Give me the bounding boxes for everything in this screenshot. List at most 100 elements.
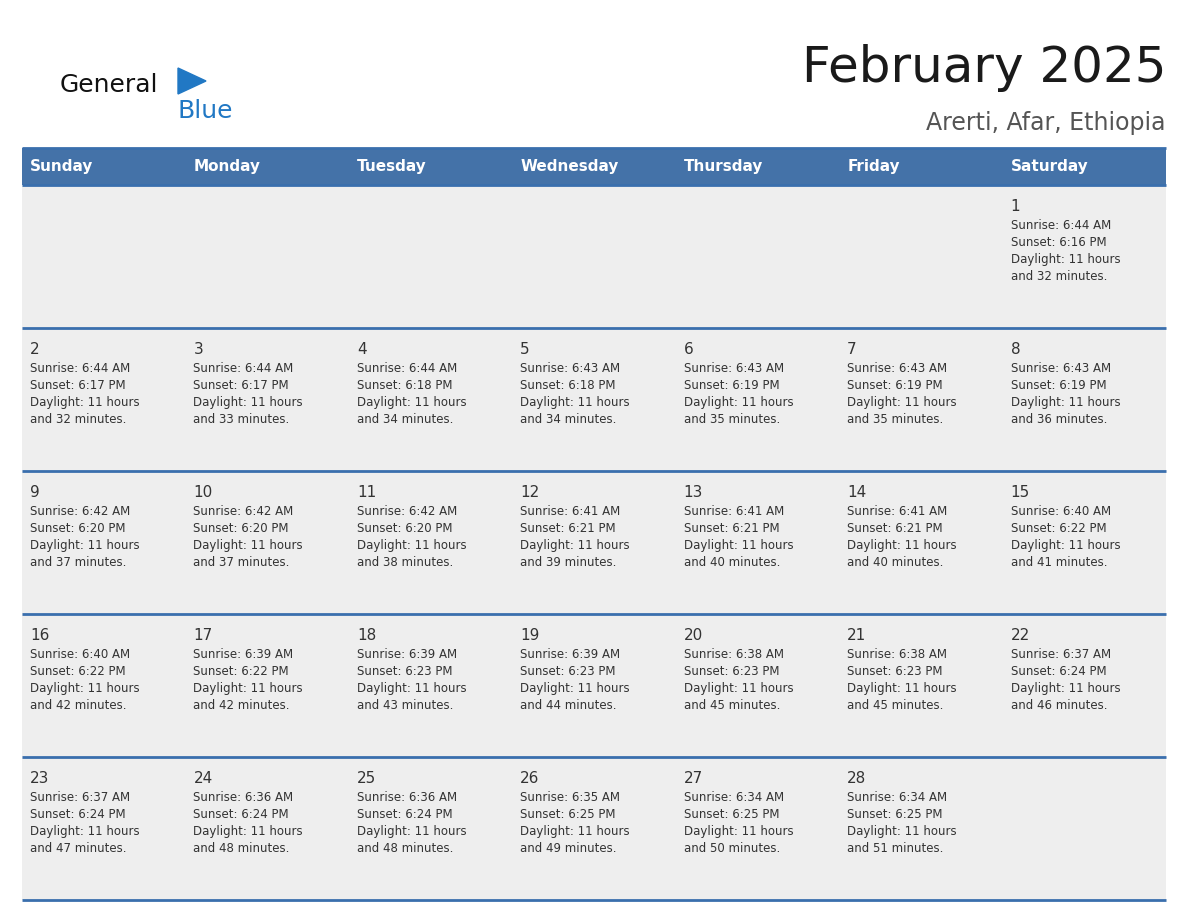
Text: 20: 20	[684, 628, 703, 643]
Text: Daylight: 11 hours: Daylight: 11 hours	[520, 825, 630, 838]
Text: 6: 6	[684, 342, 694, 357]
Text: and 32 minutes.: and 32 minutes.	[1011, 270, 1107, 283]
Text: Daylight: 11 hours: Daylight: 11 hours	[520, 682, 630, 695]
Bar	[23, 328, 1165, 471]
Bar	[676, 148, 839, 185]
Text: Daylight: 11 hours: Daylight: 11 hours	[1011, 539, 1120, 552]
Bar	[839, 148, 1003, 185]
Text: and 50 minutes.: and 50 minutes.	[684, 842, 781, 855]
Text: Sunset: 6:19 PM: Sunset: 6:19 PM	[847, 379, 943, 392]
Text: Sunrise: 6:43 AM: Sunrise: 6:43 AM	[847, 362, 947, 375]
Text: and 42 minutes.: and 42 minutes.	[30, 699, 126, 712]
Text: and 45 minutes.: and 45 minutes.	[847, 699, 943, 712]
Text: Daylight: 11 hours: Daylight: 11 hours	[356, 682, 467, 695]
Text: Sunrise: 6:42 AM: Sunrise: 6:42 AM	[356, 505, 457, 518]
Text: and 49 minutes.: and 49 minutes.	[520, 842, 617, 855]
Text: Sunrise: 6:37 AM: Sunrise: 6:37 AM	[30, 791, 131, 804]
Text: Sunrise: 6:38 AM: Sunrise: 6:38 AM	[684, 648, 784, 661]
Text: and 48 minutes.: and 48 minutes.	[356, 842, 454, 855]
Text: 23: 23	[30, 771, 50, 786]
Text: Sunrise: 6:43 AM: Sunrise: 6:43 AM	[520, 362, 620, 375]
Text: Daylight: 11 hours: Daylight: 11 hours	[30, 539, 140, 552]
Text: Sunset: 6:18 PM: Sunset: 6:18 PM	[356, 379, 453, 392]
Text: Sunrise: 6:36 AM: Sunrise: 6:36 AM	[194, 791, 293, 804]
Text: and 45 minutes.: and 45 minutes.	[684, 699, 781, 712]
Text: Sunset: 6:21 PM: Sunset: 6:21 PM	[684, 522, 779, 535]
Text: and 38 minutes.: and 38 minutes.	[356, 556, 453, 569]
Text: Sunset: 6:22 PM: Sunset: 6:22 PM	[30, 665, 126, 678]
Text: Sunrise: 6:39 AM: Sunrise: 6:39 AM	[194, 648, 293, 661]
Text: and 42 minutes.: and 42 minutes.	[194, 699, 290, 712]
Text: and 32 minutes.: and 32 minutes.	[30, 413, 126, 426]
Text: Sunrise: 6:44 AM: Sunrise: 6:44 AM	[194, 362, 293, 375]
Text: and 33 minutes.: and 33 minutes.	[194, 413, 290, 426]
Text: and 40 minutes.: and 40 minutes.	[684, 556, 781, 569]
Text: 5: 5	[520, 342, 530, 357]
Text: Sunrise: 6:44 AM: Sunrise: 6:44 AM	[1011, 219, 1111, 232]
Text: and 48 minutes.: and 48 minutes.	[194, 842, 290, 855]
Text: Monday: Monday	[194, 159, 260, 174]
Text: Arerti, Afar, Ethiopia: Arerti, Afar, Ethiopia	[927, 111, 1165, 135]
Text: 2: 2	[30, 342, 39, 357]
Text: Daylight: 11 hours: Daylight: 11 hours	[356, 539, 467, 552]
Text: Sunrise: 6:44 AM: Sunrise: 6:44 AM	[356, 362, 457, 375]
Text: 19: 19	[520, 628, 539, 643]
Text: Daylight: 11 hours: Daylight: 11 hours	[847, 539, 956, 552]
Bar	[1003, 148, 1165, 185]
Text: Daylight: 11 hours: Daylight: 11 hours	[1011, 253, 1120, 266]
Text: Sunset: 6:22 PM: Sunset: 6:22 PM	[1011, 522, 1106, 535]
Polygon shape	[178, 68, 206, 94]
Text: Sunrise: 6:43 AM: Sunrise: 6:43 AM	[1011, 362, 1111, 375]
Text: and 35 minutes.: and 35 minutes.	[684, 413, 781, 426]
Text: Daylight: 11 hours: Daylight: 11 hours	[194, 396, 303, 409]
Text: Daylight: 11 hours: Daylight: 11 hours	[684, 682, 794, 695]
Text: Sunset: 6:20 PM: Sunset: 6:20 PM	[356, 522, 453, 535]
Text: and 34 minutes.: and 34 minutes.	[356, 413, 454, 426]
Text: Sunrise: 6:44 AM: Sunrise: 6:44 AM	[30, 362, 131, 375]
Text: and 34 minutes.: and 34 minutes.	[520, 413, 617, 426]
Text: Sunset: 6:25 PM: Sunset: 6:25 PM	[847, 808, 942, 821]
Bar	[23, 185, 1165, 328]
Text: 8: 8	[1011, 342, 1020, 357]
Bar	[23, 757, 1165, 900]
Text: Daylight: 11 hours: Daylight: 11 hours	[684, 539, 794, 552]
Text: and 37 minutes.: and 37 minutes.	[194, 556, 290, 569]
Text: 1: 1	[1011, 199, 1020, 214]
Text: Daylight: 11 hours: Daylight: 11 hours	[1011, 396, 1120, 409]
Text: 4: 4	[356, 342, 366, 357]
Text: Sunset: 6:23 PM: Sunset: 6:23 PM	[356, 665, 453, 678]
Text: 22: 22	[1011, 628, 1030, 643]
Text: Sunset: 6:16 PM: Sunset: 6:16 PM	[1011, 236, 1106, 249]
Text: 18: 18	[356, 628, 377, 643]
Text: Sunrise: 6:42 AM: Sunrise: 6:42 AM	[30, 505, 131, 518]
Text: Sunset: 6:21 PM: Sunset: 6:21 PM	[520, 522, 615, 535]
Text: 3: 3	[194, 342, 203, 357]
Text: Sunrise: 6:39 AM: Sunrise: 6:39 AM	[520, 648, 620, 661]
Text: Sunset: 6:20 PM: Sunset: 6:20 PM	[194, 522, 289, 535]
Text: Sunrise: 6:38 AM: Sunrise: 6:38 AM	[847, 648, 947, 661]
Text: Sunrise: 6:41 AM: Sunrise: 6:41 AM	[847, 505, 947, 518]
Text: Sunrise: 6:40 AM: Sunrise: 6:40 AM	[1011, 505, 1111, 518]
Text: 24: 24	[194, 771, 213, 786]
Text: and 44 minutes.: and 44 minutes.	[520, 699, 617, 712]
Text: Tuesday: Tuesday	[356, 159, 426, 174]
Text: Daylight: 11 hours: Daylight: 11 hours	[847, 825, 956, 838]
Bar	[23, 614, 1165, 757]
Text: 21: 21	[847, 628, 866, 643]
Text: Sunset: 6:18 PM: Sunset: 6:18 PM	[520, 379, 615, 392]
Text: Sunset: 6:17 PM: Sunset: 6:17 PM	[30, 379, 126, 392]
Text: Sunrise: 6:34 AM: Sunrise: 6:34 AM	[684, 791, 784, 804]
Text: and 47 minutes.: and 47 minutes.	[30, 842, 126, 855]
Text: Daylight: 11 hours: Daylight: 11 hours	[356, 396, 467, 409]
Text: Saturday: Saturday	[1011, 159, 1088, 174]
Text: and 46 minutes.: and 46 minutes.	[1011, 699, 1107, 712]
Text: Blue: Blue	[178, 99, 234, 123]
Text: Sunset: 6:20 PM: Sunset: 6:20 PM	[30, 522, 126, 535]
Bar	[512, 148, 676, 185]
Text: 25: 25	[356, 771, 377, 786]
Text: February 2025: February 2025	[802, 44, 1165, 92]
Text: 15: 15	[1011, 485, 1030, 500]
Text: and 40 minutes.: and 40 minutes.	[847, 556, 943, 569]
Text: 16: 16	[30, 628, 50, 643]
Text: Daylight: 11 hours: Daylight: 11 hours	[356, 825, 467, 838]
